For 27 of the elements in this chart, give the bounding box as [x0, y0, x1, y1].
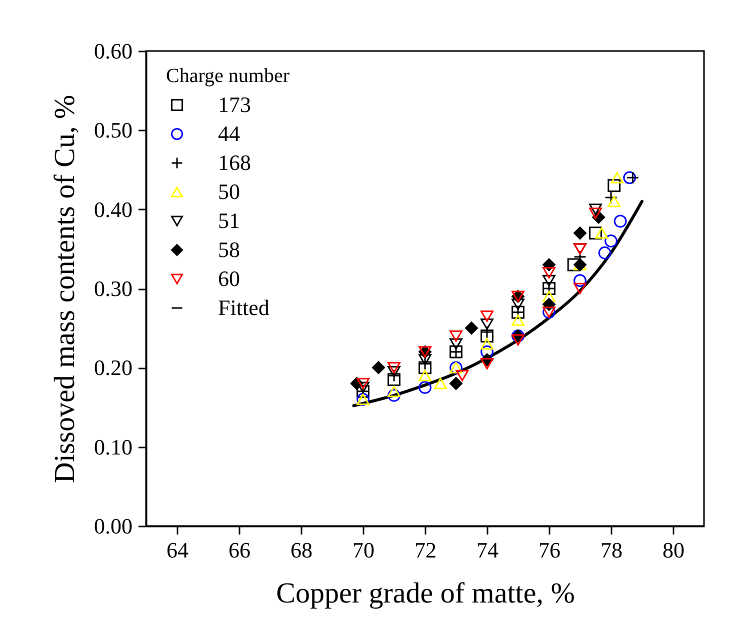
legend-label: 168 [218, 150, 251, 175]
legend-label: 50 [218, 179, 240, 204]
y-tick-label: 0.30 [94, 276, 132, 301]
legend-label: 58 [218, 237, 240, 262]
x-tick-label: 78 [600, 538, 622, 562]
x-tick-label: 76 [538, 538, 560, 562]
x-tick-label: 80 [662, 538, 684, 562]
x-tick-label: 74 [476, 538, 498, 562]
legend-label: 60 [218, 266, 240, 291]
x-tick-label: 72 [414, 538, 436, 562]
y-tick-label: 0.20 [94, 355, 132, 380]
y-tick-label: 0.50 [94, 118, 132, 143]
y-tick-label: 0.00 [94, 514, 132, 538]
y-axis-title: Dissoved mass contents of Cu, % [49, 94, 81, 484]
x-axis-title: Copper grade of matte, % [276, 578, 575, 610]
x-tick-label: 66 [228, 538, 250, 562]
x-tick-label: 68 [290, 538, 312, 562]
legend-title: Charge number [166, 65, 290, 87]
x-tick-label: 70 [352, 538, 374, 562]
legend-label: 51 [218, 208, 240, 233]
y-tick-label: 0.60 [94, 38, 132, 64]
y-tick-label: 0.10 [94, 434, 132, 460]
legend-label: 173 [218, 92, 251, 117]
x-tick-label: 64 [166, 538, 188, 562]
legend-label: Fitted [218, 295, 270, 320]
legend-label: 44 [218, 121, 240, 146]
y-tick-label: 0.40 [94, 196, 132, 222]
